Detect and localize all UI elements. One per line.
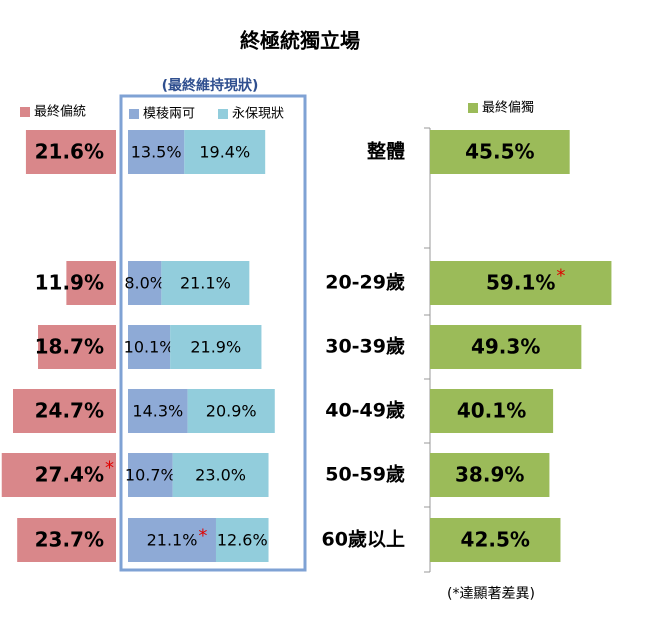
value-label: 45.5% — [465, 140, 534, 164]
value-label: 20.9% — [206, 402, 257, 421]
bar — [161, 261, 250, 305]
bar — [128, 453, 173, 497]
bar — [172, 453, 269, 497]
bar — [17, 518, 117, 562]
category-label: 60歲以上 — [322, 528, 405, 551]
bar — [128, 261, 162, 305]
value-label: 23.0% — [195, 466, 246, 485]
category-label: 40-49歲 — [325, 399, 405, 422]
category-label: 30-39歲 — [325, 335, 405, 358]
value-label: 59.1% — [486, 271, 555, 295]
bar — [184, 130, 266, 174]
value-label: 10.7% — [125, 466, 176, 485]
significance-mark: * — [105, 458, 114, 479]
legend-label: 永保現狀 — [232, 107, 284, 122]
bar — [215, 518, 269, 562]
value-label: 21.1% — [147, 531, 198, 550]
category-label: 整體 — [367, 140, 405, 163]
value-label: 21.6% — [35, 140, 104, 164]
value-label: 42.5% — [461, 528, 530, 552]
bar — [430, 389, 554, 433]
value-label: 18.7% — [35, 335, 104, 359]
legend-swatch — [20, 107, 30, 117]
significance-mark: * — [556, 266, 565, 287]
value-label: 11.9% — [35, 271, 104, 295]
bar — [430, 325, 582, 369]
value-label: 24.7% — [35, 399, 104, 423]
legend-label: 最終偏統 — [34, 104, 86, 120]
bar — [66, 261, 116, 305]
value-label: 12.6% — [217, 531, 268, 550]
bar — [430, 518, 561, 562]
category-label: 20-29歲 — [325, 271, 405, 294]
value-label: 40.1% — [457, 399, 526, 423]
value-label: 21.9% — [190, 338, 241, 357]
value-label: 21.1% — [180, 274, 231, 293]
bar — [25, 130, 116, 174]
significance-mark: * — [198, 526, 207, 547]
group-box — [119, 94, 307, 572]
note: (*達顯著差異) — [447, 586, 535, 602]
legend-label: 最終偏獨 — [482, 100, 534, 116]
group-label: (最終維持現狀) — [162, 77, 259, 94]
chart-title: 終極統獨立場 — [240, 29, 360, 53]
value-label: 13.5% — [131, 143, 182, 162]
legend-label: 模稜兩可 — [143, 107, 195, 122]
value-label: 23.7% — [35, 528, 104, 552]
legend-swatch — [468, 103, 478, 113]
legend-swatch — [218, 109, 228, 119]
value-label: 49.3% — [471, 335, 540, 359]
bar — [187, 389, 275, 433]
value-label: 27.4% — [35, 463, 104, 487]
category-label: 50-59歲 — [325, 463, 405, 486]
bar — [38, 325, 117, 369]
legend-swatch — [129, 109, 139, 119]
bar — [128, 130, 185, 174]
value-label: 14.3% — [132, 402, 183, 421]
bar — [1, 453, 117, 497]
bar — [430, 453, 550, 497]
bar — [430, 261, 612, 305]
value-label: 10.1% — [124, 338, 175, 357]
value-label: 38.9% — [455, 463, 524, 487]
bar — [128, 518, 216, 562]
bar — [170, 325, 262, 369]
bar — [13, 389, 117, 433]
value-label: 8.0% — [124, 274, 165, 293]
bar — [128, 325, 171, 369]
value-label: 19.4% — [199, 143, 250, 162]
bar — [430, 130, 570, 174]
bar — [128, 389, 188, 433]
